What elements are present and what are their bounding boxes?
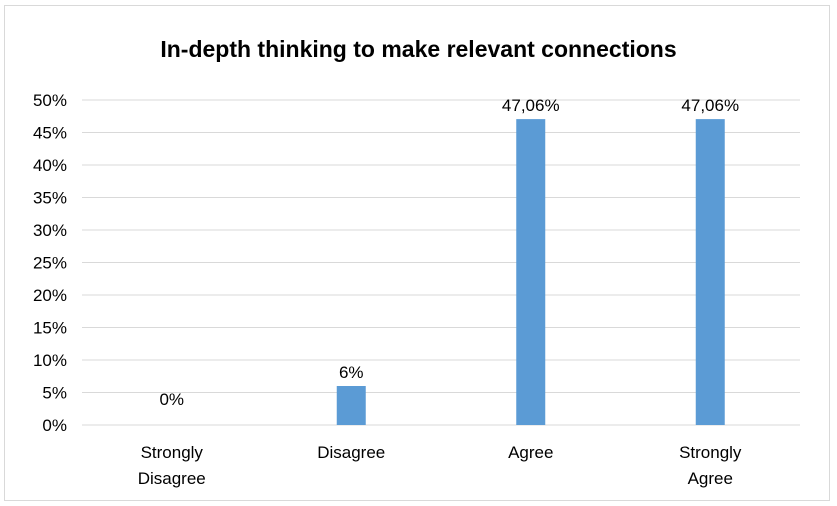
x-tick-label: Strongly: [679, 443, 742, 462]
x-tick-label: Agree: [688, 469, 733, 488]
y-tick-label: 15%: [33, 319, 67, 338]
y-tick-label: 0%: [42, 416, 67, 435]
y-tick-label: 25%: [33, 254, 67, 273]
data-label: 47,06%: [502, 96, 560, 115]
chart-title: In-depth thinking to make relevant conne…: [160, 36, 677, 62]
y-tick-label: 5%: [42, 384, 67, 403]
y-tick-label: 20%: [33, 286, 67, 305]
data-label: 0%: [159, 390, 184, 409]
x-tick-label: Strongly: [141, 443, 204, 462]
x-tick-label: Disagree: [317, 443, 385, 462]
chart-frame: [4, 5, 830, 501]
y-tick-label: 50%: [33, 91, 67, 110]
y-tick-label: 10%: [33, 351, 67, 370]
bar: [336, 386, 366, 425]
x-tick-label: Disagree: [138, 469, 206, 488]
x-tick-label: Agree: [508, 443, 553, 462]
bar: [516, 119, 546, 426]
y-tick-label: 35%: [33, 189, 67, 208]
y-tick-label: 45%: [33, 124, 67, 143]
bar: [695, 119, 725, 426]
data-label: 6%: [339, 363, 364, 382]
data-label: 47,06%: [681, 96, 739, 115]
y-tick-label: 40%: [33, 156, 67, 175]
y-tick-label: 30%: [33, 221, 67, 240]
